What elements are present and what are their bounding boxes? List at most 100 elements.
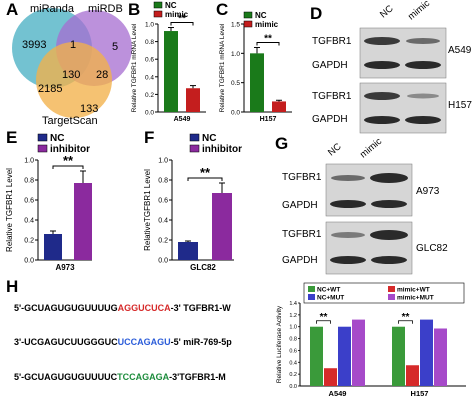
x-axis-label: A549 <box>174 116 191 123</box>
sequence-prefix: 5'-GCUAGUGUGUUUUC <box>14 372 118 382</box>
significance-marker: ** <box>178 14 186 25</box>
sequence-mir-769-5p: 3'-UCGAGUCUUGGGUCUCCAGAGU-5' miR-769-5p <box>14 337 232 347</box>
sequence-prefix: 3'-UCGAGUCUUGGGUC <box>14 337 118 347</box>
blot-d-lane-mimic: mimic <box>406 0 433 23</box>
y-axis-label: Relative TGFBR1 mRNA Level <box>131 23 138 112</box>
blot-d-cell1: A549 <box>448 45 472 56</box>
y-tick-label: 0.6 <box>145 57 154 64</box>
legend-swatch-inhibitor <box>189 144 200 153</box>
legend-swatch-mimic <box>153 10 163 18</box>
legend-swatch-nc <box>243 11 253 19</box>
y-axis-label: Relative TGFBR1 Level <box>5 168 14 252</box>
blot-g-row3-label: TGFBR1 <box>282 229 322 240</box>
bar-nc-wt <box>310 326 323 386</box>
blot-d-membrane-h157 <box>359 82 447 134</box>
legend-swatch-nc <box>37 133 48 142</box>
legend-swatch-mimic-mut <box>388 294 395 300</box>
y-axis-label: RelativeTGFBR1 Level <box>143 169 152 251</box>
y-tick-label: 1.5 <box>231 22 240 29</box>
blot-d-band <box>364 92 400 100</box>
venn-diagram: miRanda miRDB TargetScan 3993 5 1 130 21… <box>12 3 132 127</box>
venn-count-targetscan-only: 133 <box>80 103 98 115</box>
y-tick-label: 0.0 <box>158 258 168 265</box>
y-tick-label: 1.0 <box>158 158 168 165</box>
legend-label-nc: NC <box>50 133 64 144</box>
y-tick-label: 0.8 <box>24 178 34 185</box>
venn-set-mirdb: miRDB <box>88 3 123 15</box>
legend-swatch-inhibitor <box>37 144 48 153</box>
significance-marker: ** <box>63 153 74 168</box>
y-tick-label: 0.8 <box>158 178 168 185</box>
chart-h-luciferase: 0.0 0.2 0.4 0.6 0.8 1.0 1.2 1.4 A549 ** H157 ** NC+W… <box>276 282 466 398</box>
sequence-suffix: -3' TGFBR1-W <box>170 303 231 313</box>
y-tick-label: 0.2 <box>24 238 34 245</box>
bar-nc <box>178 242 198 260</box>
blot-g-row2-label: GAPDH <box>282 200 318 211</box>
legend-swatch-mimic-wt <box>388 286 395 292</box>
blot-g-band <box>370 173 408 183</box>
legend-label-nc-mut: NC+MUT <box>317 295 344 302</box>
blot-g-band <box>331 175 365 181</box>
blot-g-membrane-a973 <box>325 163 413 217</box>
y-tick-label: 0.2 <box>158 238 168 245</box>
blot-g-band <box>331 232 365 238</box>
panel-label-a: A <box>6 0 19 19</box>
y-tick-label: 0.0 <box>231 110 240 117</box>
bar-nc <box>250 53 264 112</box>
blot-g-membrane-glc82 <box>325 221 413 275</box>
sequence-seed-region: UCCAGAGU <box>117 337 171 347</box>
bar-mimic-mut <box>352 319 365 386</box>
y-tick-label: 0.4 <box>145 74 154 81</box>
y-tick-label: 0.6 <box>289 348 297 354</box>
venn-count-miranda-targetscan: 2185 <box>38 83 62 95</box>
x-axis-label: A973 <box>55 263 75 272</box>
blot-d-band <box>364 37 400 45</box>
sequence-prefix: 5'-GCUAGUGUGUUUUG <box>14 303 118 313</box>
y-tick-label: 0.0 <box>289 384 297 390</box>
blot-d-image <box>359 27 447 134</box>
blot-g-row4-label: GAPDH <box>282 255 318 266</box>
panel-label-e: E <box>6 128 18 147</box>
blot-d-band <box>407 93 439 99</box>
legend-label-mimic-mut: mimic+MUT <box>397 295 434 302</box>
bar-nc-mut <box>338 326 351 386</box>
blot-d-band <box>405 116 441 124</box>
blot-g-band <box>330 200 366 208</box>
blot-g-image <box>325 163 413 275</box>
sequence-mutated-site: TCCAGAGA <box>117 372 170 382</box>
sequence-tgfbr1-mut: 5'-GCUAGUGUGUUUUCTCCAGAGA-3'TGFBR1-M <box>14 372 226 382</box>
panel-label-h: H <box>6 277 19 296</box>
y-tick-label: 0.5 <box>231 80 240 87</box>
significance-bracket <box>187 177 223 181</box>
y-tick-label: 0.0 <box>145 110 154 117</box>
blot-d-row3-label: TGFBR1 <box>312 91 352 102</box>
panel-label-c: C <box>216 0 229 19</box>
blot-d-band <box>405 61 441 69</box>
panel-label-b: B <box>128 0 141 19</box>
sequence-binding-site: AGGUCUCA <box>117 303 171 313</box>
y-tick-label: 0.6 <box>24 198 34 205</box>
bar-mimic-mut <box>434 328 447 386</box>
legend-label-nc: NC <box>255 11 267 20</box>
blot-d-band <box>364 116 400 124</box>
venn-count-mirdb-only: 5 <box>112 41 118 53</box>
blot-g-band <box>371 200 407 208</box>
blot-d-membrane-a549 <box>359 27 447 79</box>
sequence-suffix: -5' miR-769-5p <box>170 337 232 347</box>
significance-bracket <box>398 320 413 324</box>
significance-marker: ** <box>402 312 410 323</box>
blot-g-band <box>371 256 407 264</box>
bar-mimic <box>186 88 200 112</box>
bar-mimic-wt <box>324 368 337 386</box>
venn-circle-targetscan <box>36 42 112 118</box>
venn-count-miranda-mirdb: 1 <box>70 39 76 51</box>
blot-d-lane-nc: NC <box>378 3 396 21</box>
blot-d-band <box>364 61 400 69</box>
sequence-suffix: -3'TGFBR1-M <box>169 372 226 382</box>
venn-count-all: 130 <box>62 69 80 81</box>
bar-nc-wt <box>392 326 405 386</box>
bar-inhibitor <box>212 193 232 260</box>
x-tick-label: H157 <box>411 389 429 398</box>
blot-d-row4-label: GAPDH <box>312 114 348 125</box>
